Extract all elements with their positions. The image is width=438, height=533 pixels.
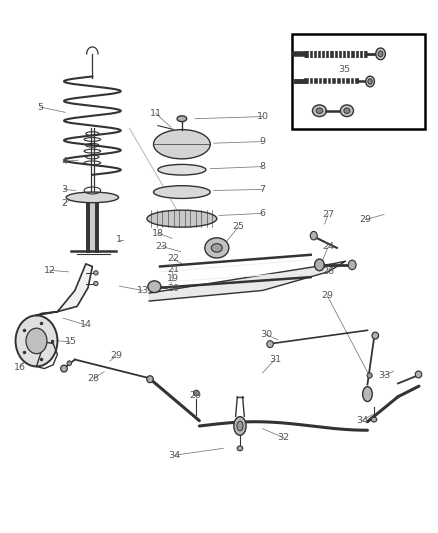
Ellipse shape <box>366 76 374 87</box>
Ellipse shape <box>376 48 385 60</box>
Ellipse shape <box>67 361 71 366</box>
Circle shape <box>15 316 57 367</box>
Text: 20: 20 <box>167 284 179 293</box>
Text: 18: 18 <box>152 229 164 238</box>
Text: 32: 32 <box>278 433 290 442</box>
Polygon shape <box>36 264 92 316</box>
Ellipse shape <box>147 210 217 227</box>
Text: 33: 33 <box>378 371 390 380</box>
Polygon shape <box>149 261 346 301</box>
Ellipse shape <box>378 51 383 57</box>
Ellipse shape <box>367 373 372 378</box>
Ellipse shape <box>212 244 222 252</box>
Ellipse shape <box>194 390 199 396</box>
Ellipse shape <box>415 371 422 378</box>
Ellipse shape <box>94 281 98 286</box>
Text: 4: 4 <box>61 157 67 166</box>
Ellipse shape <box>153 185 210 198</box>
Text: 23: 23 <box>155 242 167 251</box>
Text: 12: 12 <box>44 266 56 274</box>
Text: 14: 14 <box>80 320 92 329</box>
Ellipse shape <box>237 446 243 451</box>
Text: 21: 21 <box>167 265 179 273</box>
Text: 29: 29 <box>189 391 201 400</box>
Ellipse shape <box>344 108 350 114</box>
Text: 31: 31 <box>269 355 281 364</box>
Text: 6: 6 <box>260 209 266 218</box>
Ellipse shape <box>153 130 210 159</box>
Text: 22: 22 <box>167 254 179 263</box>
Text: 9: 9 <box>260 137 266 146</box>
Ellipse shape <box>316 108 323 114</box>
Text: 29: 29 <box>321 291 333 300</box>
Ellipse shape <box>368 79 372 84</box>
Text: 30: 30 <box>260 330 272 339</box>
FancyBboxPatch shape <box>292 34 425 130</box>
Text: 11: 11 <box>150 109 162 118</box>
Ellipse shape <box>234 417 246 435</box>
Ellipse shape <box>205 238 229 258</box>
Ellipse shape <box>363 386 372 401</box>
Circle shape <box>26 328 47 354</box>
Text: 7: 7 <box>260 185 266 194</box>
Ellipse shape <box>372 332 378 339</box>
Text: 26: 26 <box>322 268 334 276</box>
Text: 1: 1 <box>116 236 122 245</box>
Ellipse shape <box>371 417 377 422</box>
Ellipse shape <box>312 105 326 117</box>
Ellipse shape <box>148 281 161 293</box>
Ellipse shape <box>348 260 356 270</box>
Text: 3: 3 <box>61 185 67 194</box>
Ellipse shape <box>314 259 324 271</box>
Text: 27: 27 <box>322 210 334 219</box>
Ellipse shape <box>94 271 98 275</box>
Ellipse shape <box>310 231 317 240</box>
Text: 25: 25 <box>233 222 245 231</box>
Ellipse shape <box>177 116 187 122</box>
Text: 2: 2 <box>61 199 67 208</box>
Ellipse shape <box>66 192 119 203</box>
Text: 34: 34 <box>356 416 368 425</box>
Ellipse shape <box>158 165 206 175</box>
Text: 8: 8 <box>260 162 266 171</box>
Ellipse shape <box>340 105 353 117</box>
Text: 24: 24 <box>322 243 334 252</box>
Ellipse shape <box>237 421 243 431</box>
Text: 29: 29 <box>110 351 122 360</box>
Text: 15: 15 <box>64 337 77 346</box>
Text: 29: 29 <box>359 215 371 224</box>
Text: 28: 28 <box>88 374 100 383</box>
Text: 19: 19 <box>167 274 179 283</box>
Text: 10: 10 <box>257 112 268 121</box>
Text: 34: 34 <box>168 451 180 460</box>
Text: 35: 35 <box>338 66 350 74</box>
Ellipse shape <box>61 365 67 372</box>
Text: 5: 5 <box>37 102 43 111</box>
Text: 16: 16 <box>14 363 26 372</box>
Ellipse shape <box>147 376 153 383</box>
Ellipse shape <box>267 341 273 348</box>
Text: 13: 13 <box>137 286 148 295</box>
